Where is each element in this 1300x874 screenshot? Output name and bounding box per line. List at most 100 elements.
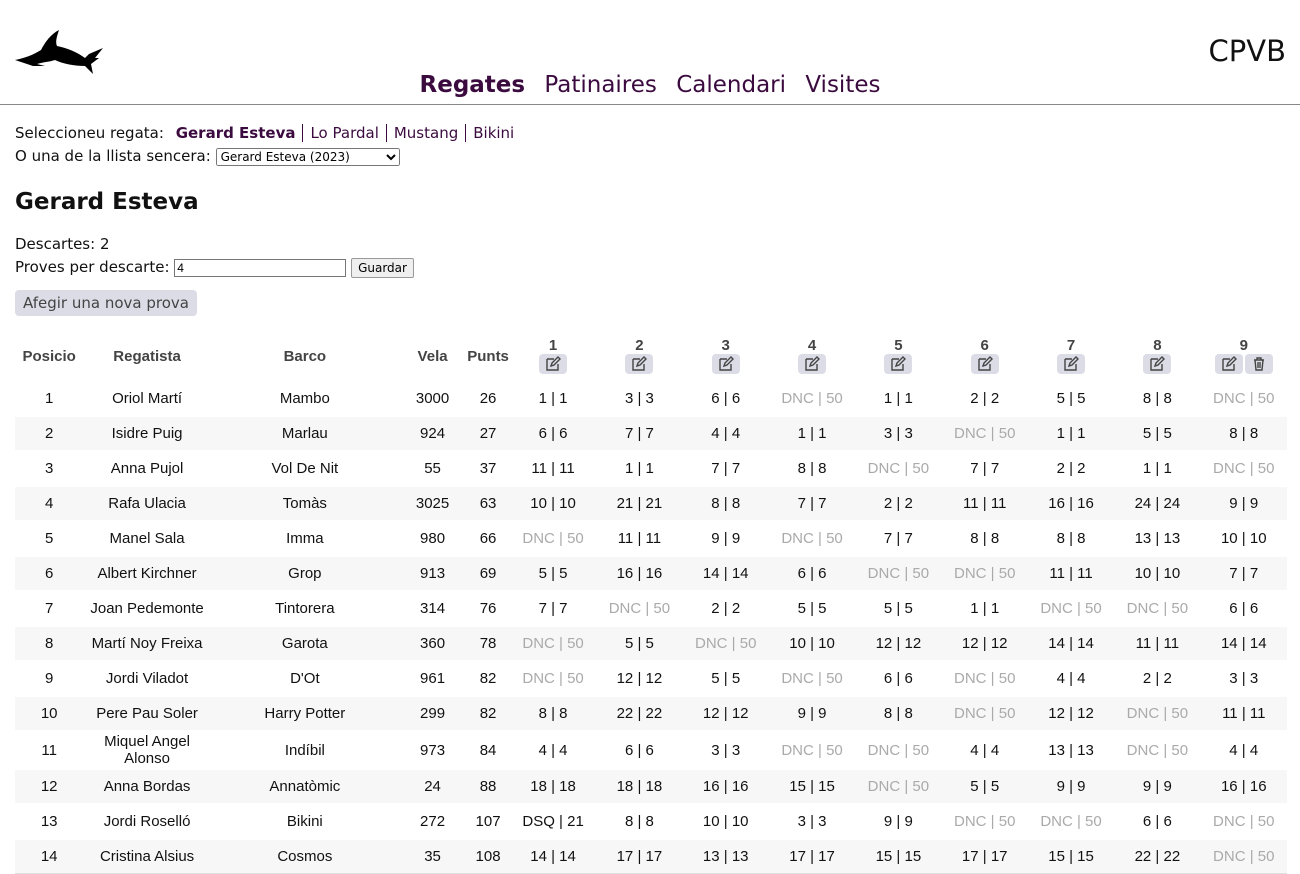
race-result-cell: DNC | 50 (941, 803, 1028, 840)
race-result-cell: 4 | 4 (1200, 730, 1287, 770)
race-result-cell: 9 | 9 (855, 803, 942, 840)
race-column-header: 1 (510, 332, 596, 381)
race-result-cell: 5 | 5 (682, 660, 769, 697)
cell-regatista: Anna Pujol (83, 450, 211, 487)
cell-punts: 69 (466, 555, 510, 592)
edit-icon[interactable] (884, 354, 913, 374)
race-result-cell: 15 | 15 (1027, 838, 1115, 874)
race-result-cell: 9 | 9 (682, 520, 769, 557)
race-result-cell: 9 | 9 (1027, 768, 1115, 805)
race-result-cell: 11 | 11 (1027, 555, 1115, 592)
site-brand[interactable]: CPVB (1208, 34, 1286, 68)
cell-regatista: Manel Sala (83, 520, 211, 557)
nav-visites[interactable]: Visites (805, 72, 881, 98)
race-result-cell: DNC | 50 (1114, 590, 1201, 627)
race-result-cell: 14 | 14 (1200, 625, 1287, 662)
race-result-cell: DNC | 50 (1027, 803, 1115, 840)
cell-barco: Vol De Nit (210, 450, 399, 487)
edit-icon[interactable] (970, 354, 999, 374)
cell-posicio: 2 (15, 415, 84, 452)
race-result-cell: DNC | 50 (1114, 695, 1201, 732)
cell-vela: 272 (398, 803, 467, 840)
nav-regates[interactable]: Regates (419, 72, 526, 98)
add-race-button[interactable]: Afegir una nova prova (15, 290, 197, 316)
regata-link-gerard-esteva[interactable]: Gerard Esteva (175, 124, 296, 142)
edit-icon[interactable] (798, 354, 827, 374)
cell-posicio: 9 (15, 660, 84, 697)
cell-punts: 66 (466, 520, 510, 557)
race-result-cell: 7 | 7 (941, 450, 1028, 487)
race-result-cell: 11 | 11 (596, 520, 683, 557)
trash-icon[interactable] (1244, 354, 1273, 374)
race-result-cell: 16 | 16 (682, 768, 769, 805)
cell-punts: 108 (466, 838, 510, 874)
race-result-cell: DNC | 50 (941, 415, 1028, 452)
race-result-cell: 3 | 3 (1200, 660, 1287, 697)
cell-regatista: Martí Noy Freixa (83, 625, 211, 662)
race-result-cell: 1 | 1 (1027, 415, 1115, 452)
nav-calendari[interactable]: Calendari (676, 72, 787, 98)
regata-link-lo-pardal[interactable]: Lo Pardal (302, 124, 386, 142)
race-result-cell: 6 | 6 (855, 660, 942, 697)
race-result-cell: DNC | 50 (768, 730, 856, 770)
cell-vela: 961 (398, 660, 467, 697)
site-header: CPVB Regates Patinaires Calendari Visite… (0, 0, 1300, 105)
table-row: 10 Pere Pau Soler Harry Potter 299 82 8 | 8 22… (15, 695, 1287, 732)
cell-punts: 63 (466, 485, 510, 522)
race-column-header: 5 (855, 332, 941, 381)
race-result-cell: DNC | 50 (1114, 730, 1201, 770)
column-header-label: Posicio (22, 347, 76, 365)
race-result-cell: 8 | 8 (1114, 380, 1201, 417)
edit-icon[interactable] (539, 354, 568, 374)
race-result-cell: 4 | 4 (509, 730, 597, 770)
save-button[interactable]: Guardar (351, 258, 414, 278)
proves-input[interactable] (174, 259, 347, 277)
cell-regatista: Miquel Angel Alonso (83, 730, 211, 770)
race-result-cell: 6 | 6 (768, 555, 856, 592)
race-result-cell: 3 | 3 (855, 415, 942, 452)
race-result-cell: 8 | 8 (596, 803, 683, 840)
edit-icon[interactable] (1057, 354, 1086, 374)
cell-barco: Harry Potter (210, 695, 399, 732)
regata-link-bikini[interactable]: Bikini (465, 124, 522, 142)
race-result-cell: 6 | 6 (1200, 590, 1287, 627)
cell-barco: Cosmos (210, 838, 399, 874)
race-result-cell: 7 | 7 (596, 415, 683, 452)
column-header-regatista: Regatista (83, 332, 210, 381)
cell-punts: 27 (466, 415, 510, 452)
race-result-cell: DNC | 50 (941, 695, 1028, 732)
nav-patinaires[interactable]: Patinaires (544, 72, 657, 98)
regata-selector-label: Seleccioneu regata: (15, 124, 164, 142)
marlin-logo-icon[interactable] (15, 28, 105, 76)
race-result-cell: DNC | 50 (855, 730, 942, 770)
race-column-header: 6 (942, 332, 1028, 381)
regata-list-select[interactable]: Gerard Esteva (2023) (215, 148, 400, 166)
cell-regatista: Jordi Roselló (83, 803, 211, 840)
cell-posicio: 12 (15, 768, 84, 805)
race-result-cell: 7 | 7 (768, 485, 856, 522)
race-result-cell: DNC | 50 (509, 520, 597, 557)
edit-icon[interactable] (711, 354, 740, 374)
race-result-cell: 4 | 4 (941, 730, 1028, 770)
edit-icon[interactable] (1214, 354, 1243, 374)
cell-barco: Garota (210, 625, 399, 662)
edit-icon[interactable] (1143, 354, 1172, 374)
race-result-cell: 16 | 16 (1200, 768, 1287, 805)
regata-link-mustang[interactable]: Mustang (385, 124, 466, 142)
race-result-cell: 10 | 10 (768, 625, 856, 662)
cell-barco: Mambo (210, 380, 399, 417)
cell-posicio: 1 (15, 380, 84, 417)
race-result-cell: 6 | 6 (1114, 803, 1201, 840)
cell-barco: Annatòmic (210, 768, 399, 805)
regata-selector: Seleccioneu regata: Gerard Esteva Lo Pard… (15, 121, 1287, 145)
table-row: 7 Joan Pedemonte Tintorera 314 76 7 | 7 DNC | … (15, 590, 1287, 627)
race-result-cell: 10 | 10 (1200, 520, 1287, 557)
cell-posicio: 10 (15, 695, 84, 732)
cell-vela: 913 (398, 555, 467, 592)
cell-regatista: Rafa Ulacia (83, 485, 211, 522)
edit-icon[interactable] (625, 354, 654, 374)
race-number: 7 (1066, 337, 1076, 354)
race-result-cell: 22 | 22 (596, 695, 683, 732)
